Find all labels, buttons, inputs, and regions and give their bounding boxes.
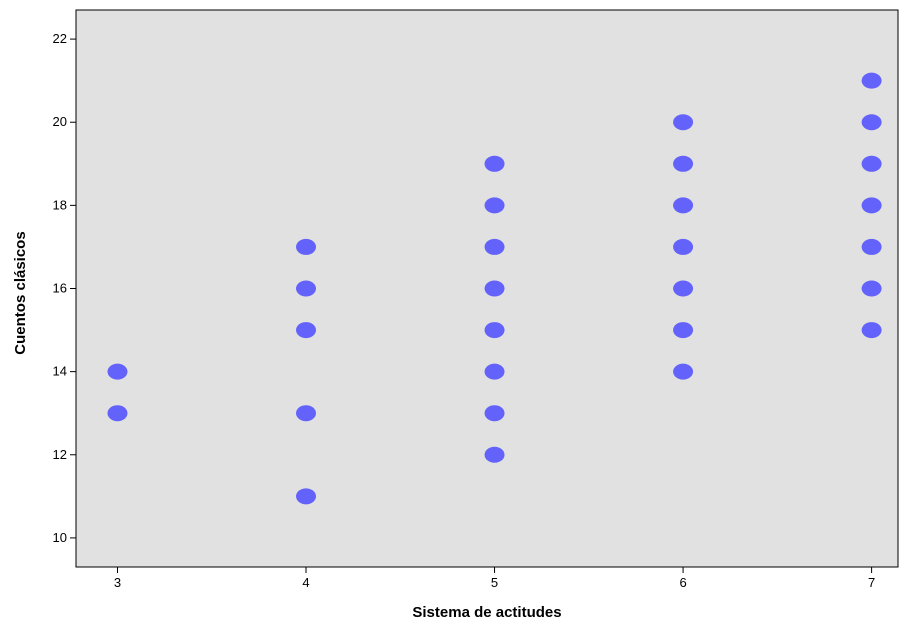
data-point [484,280,505,297]
data-point [861,197,882,214]
x-tick-label: 6 [679,575,686,590]
data-points [107,72,882,505]
data-point [673,322,694,339]
data-point [673,155,694,172]
data-point [296,280,317,297]
data-point [296,322,317,339]
y-tick-label: 14 [53,364,67,379]
y-tick-label: 12 [53,447,67,462]
y-tick-label: 10 [53,530,67,545]
data-point [484,155,505,172]
data-point [861,238,882,255]
data-point [861,72,882,89]
x-tick-label: 3 [114,575,121,590]
y-axis-title: Cuentos clásicos [12,231,29,354]
y-axis: 10 12 14 16 18 20 22 [53,31,76,545]
data-point [673,114,694,131]
data-point [484,363,505,380]
y-tick-label: 20 [53,114,67,129]
data-point [484,238,505,255]
data-point [296,488,317,505]
data-point [673,238,694,255]
data-point [861,114,882,131]
data-point [484,446,505,463]
y-tick-label: 22 [53,31,67,46]
y-tick-label: 16 [53,281,67,296]
data-point [296,238,317,255]
data-point [296,405,317,422]
data-point [861,322,882,339]
x-tick-label: 4 [302,575,309,590]
data-point [861,155,882,172]
data-point [861,280,882,297]
data-point [107,363,128,380]
x-axis: 3 4 5 6 7 [114,567,875,590]
data-point [484,322,505,339]
data-point [673,363,694,380]
y-tick-label: 18 [53,197,67,212]
x-tick-label: 5 [491,575,498,590]
data-point [673,197,694,214]
data-point [484,405,505,422]
x-axis-title: Sistema de actitudes [412,604,561,621]
data-point [484,197,505,214]
data-point [673,280,694,297]
data-point [107,405,128,422]
x-tick-label: 7 [868,575,875,590]
